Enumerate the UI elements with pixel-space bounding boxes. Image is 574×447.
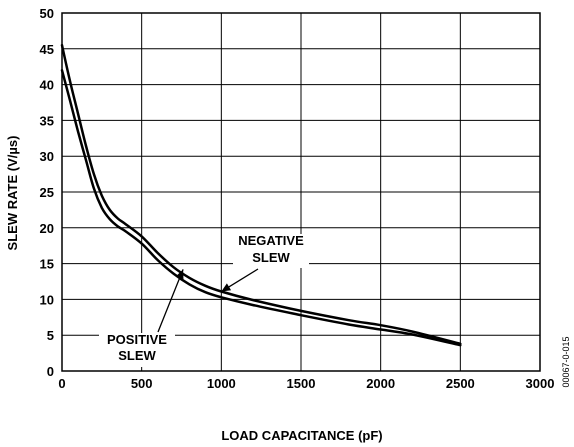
x-tick-label: 0: [58, 376, 65, 391]
y-tick-label: 50: [40, 6, 54, 21]
y-tick-label: 45: [40, 42, 54, 57]
annotation-label: SLEW: [118, 348, 156, 363]
x-axis-label: LOAD CAPACITANCE (pF): [221, 428, 382, 443]
y-tick-label: 40: [40, 78, 54, 93]
x-tick-label: 500: [131, 376, 153, 391]
plot-frame: [61, 12, 541, 372]
series-curves: [60, 43, 462, 347]
x-tick-label: 1500: [287, 376, 316, 391]
annotation-backdrop: [233, 234, 309, 268]
y-tick-label: 20: [40, 221, 54, 236]
series-line-negative-slew: [60, 43, 462, 346]
x-tick-labels: 0 500 1000 1500 2000 2500 3000: [58, 376, 554, 391]
annotation-backdrop: [99, 333, 175, 367]
grid-lines: [62, 13, 540, 371]
y-tick-label: 5: [47, 328, 54, 343]
y-tick-labels: 0 5 10 15 20 25 30 35 40 45 50: [40, 6, 54, 379]
y-tick-label: 0: [47, 364, 54, 379]
x-tick-label: 3000: [526, 376, 555, 391]
annotation-arrowhead: [176, 269, 184, 280]
y-tick-label: 30: [40, 149, 54, 164]
annotation-label: NEGATIVE: [238, 233, 304, 248]
y-tick-label: 10: [40, 292, 54, 307]
y-tick-label: 25: [40, 185, 54, 200]
figure-id: 00067-0-015: [561, 336, 571, 387]
y-tick-label: 35: [40, 113, 54, 128]
y-tick-label: 15: [40, 257, 54, 272]
annotation-arrow-line: [157, 269, 184, 333]
x-tick-label: 1000: [207, 376, 236, 391]
x-tick-label: 2000: [366, 376, 395, 391]
series-line-positive-slew: [60, 69, 462, 347]
y-axis-label: SLEW RATE (V/µs): [5, 136, 20, 251]
annotation-label: SLEW: [252, 250, 290, 265]
annotation-arrowhead: [221, 283, 232, 292]
annotation-label: POSITIVE: [107, 332, 167, 347]
x-tick-label: 2500: [446, 376, 475, 391]
